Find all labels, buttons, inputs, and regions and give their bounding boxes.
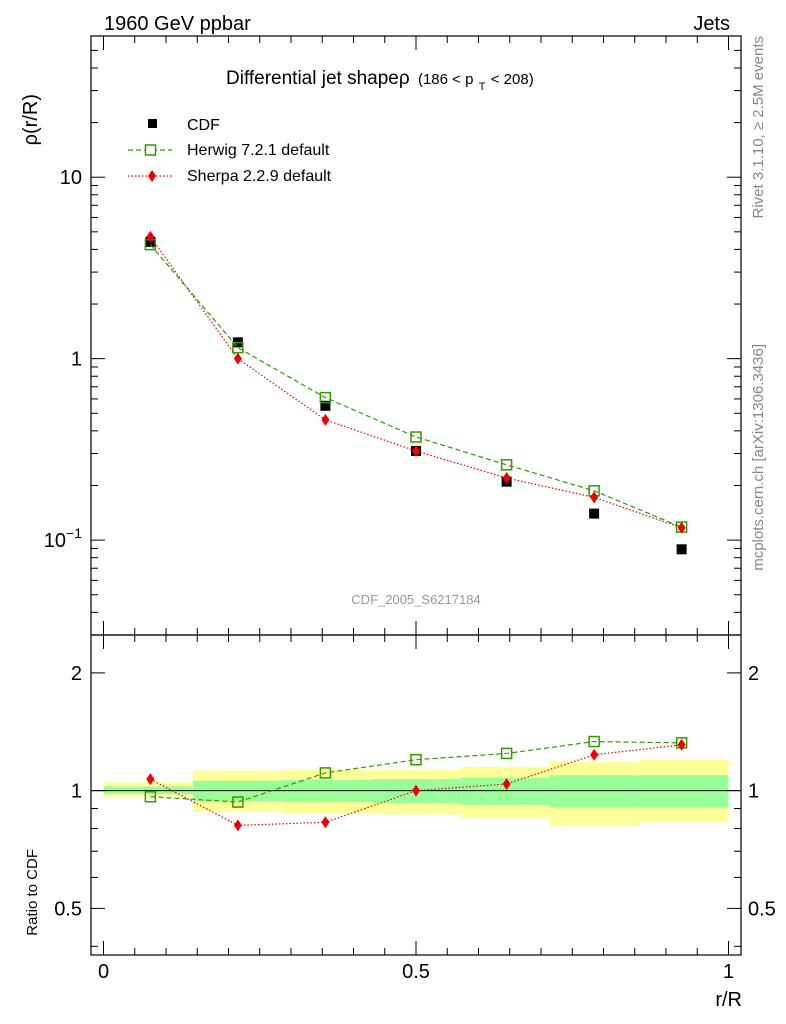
ratio-series-1-point-3 — [412, 784, 420, 797]
main-plot-area — [144, 230, 688, 555]
ratio-series-1-point-6 — [677, 738, 686, 751]
ratio-series-1-point-5 — [590, 748, 599, 761]
main-title-sub: (186 < p — [418, 71, 473, 88]
main-series-2-point-2 — [321, 413, 330, 426]
ratio-series-1-point-0 — [146, 773, 155, 786]
main-title-sub-index: T — [479, 81, 486, 93]
main-series-1-point-3 — [410, 431, 422, 443]
main-series-1-point-4 — [500, 459, 513, 471]
main-title-text: Differential jet shapeρ — [226, 68, 410, 89]
main-series-2-point-5 — [590, 491, 599, 504]
ratio-plot-area — [91, 735, 741, 832]
main-series-0-point-6 — [676, 544, 687, 555]
ytick-label-ratio-right-0: 2 — [748, 663, 759, 685]
main-series-2-point-0 — [146, 230, 155, 243]
ratio-series-1-point-1 — [233, 819, 242, 832]
legend-marker-sherpa — [148, 170, 156, 182]
header-right: Jets — [693, 13, 730, 35]
ytick-label-ratio-right-2: 0.5 — [748, 898, 776, 920]
xtick-label-0: 0 — [98, 961, 109, 983]
legend-marker-herwig — [144, 144, 157, 156]
ratio-series-0-point-0 — [144, 790, 157, 803]
main-series-0-point-5 — [589, 508, 600, 519]
main-ylabel: ρ(r/R) — [20, 94, 42, 145]
analysis-watermark: CDF_2005_S6217184 — [351, 592, 480, 607]
mcplots-label: mcplots.cern.ch [arXiv:1306.3436] — [750, 344, 767, 571]
ratio-series-0-point-1 — [232, 796, 244, 808]
ratio-ylabel: Ratio to CDF — [24, 849, 41, 936]
ytick-label-main-base: 10 — [44, 530, 66, 552]
main-series-2-point-4 — [502, 471, 511, 484]
legend: CDF Herwig 7.2.1 default Sherpa 2.2.9 de… — [128, 117, 332, 185]
header-left: 1960 GeV ppbar — [104, 13, 251, 35]
legend-label-cdf: CDF — [187, 117, 220, 134]
ytick-label-ratio-left-2: 0.5 — [54, 898, 82, 920]
ratio-series-1-point-4 — [502, 777, 511, 790]
ratio-series-1-point-2 — [321, 816, 330, 829]
main-series-2-point-3 — [412, 444, 420, 457]
main-series-2-point-1 — [233, 352, 242, 365]
rivet-label: Rivet 3.1.10, ≥ 2.5M events — [750, 36, 767, 219]
ytick-label-main-0: 10 — [60, 167, 82, 189]
band-inner-6 — [639, 775, 729, 808]
ytick-label-ratio-right-1: 1 — [748, 781, 759, 803]
main-series-1-point-2 — [319, 391, 332, 404]
legend-marker-cdf — [148, 119, 157, 128]
main-series-1-line — [149, 244, 682, 528]
main-title-sub-tail: < 208) — [491, 71, 534, 88]
main-series-0-point-2 — [320, 400, 331, 411]
main-series-2-line — [149, 236, 682, 529]
ytick-label-main-1: 1 — [71, 349, 82, 371]
main-series-1-point-1 — [232, 341, 244, 354]
xlabel: r/R — [715, 989, 742, 1011]
ratio-series-0-point-2 — [319, 767, 332, 779]
xtick-label-1: 0.5 — [402, 961, 430, 983]
ratio-series-0-point-4 — [500, 747, 513, 760]
ratio-series-0-point-5 — [588, 735, 600, 748]
main-title: Differential jet shapeρ (186 < p T < 208… — [226, 68, 534, 95]
legend-label-sherpa: Sherpa 2.2.9 default — [187, 168, 332, 185]
ytick-label-ratio-left-1: 1 — [71, 781, 82, 803]
xtick-label-2: 1 — [723, 961, 734, 983]
legend-label-herwig: Herwig 7.2.1 default — [187, 142, 330, 159]
main-series-2-point-6 — [677, 521, 686, 534]
band-inner-5 — [549, 775, 640, 808]
ytick-label-main-2: 10−1 — [44, 525, 82, 552]
ratio-series-0-point-3 — [410, 753, 422, 766]
ytick-label-ratio-left-0: 2 — [71, 663, 82, 685]
ratio-series-0-line — [150, 740, 682, 803]
ytick-label-main-exp: −1 — [66, 525, 82, 541]
